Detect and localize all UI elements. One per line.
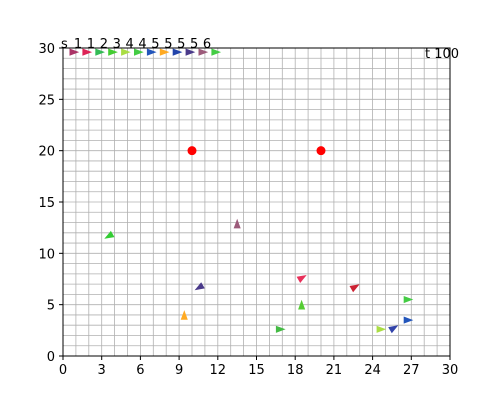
top-agent-marker xyxy=(69,48,80,56)
top-markers xyxy=(69,48,222,56)
top-agent-marker xyxy=(108,48,118,56)
x-tick-label: 12 xyxy=(210,363,227,378)
top-agent-marker xyxy=(159,48,170,56)
time-label: t 100 xyxy=(425,47,459,62)
top-label: 4 xyxy=(126,37,134,52)
grid xyxy=(62,47,451,357)
agent-marker xyxy=(376,325,387,333)
x-tick-label: 30 xyxy=(442,363,459,378)
agent-marker xyxy=(388,325,399,334)
agents xyxy=(104,218,414,334)
ticks: 0 3 6 9 12 15 18 21 24 27 30 0 5 10 15 20 25 30 xyxy=(38,42,458,378)
agent-marker xyxy=(403,296,414,304)
top-agent-marker xyxy=(95,48,105,56)
top-label: 6 xyxy=(203,37,211,52)
agent-marker xyxy=(180,310,188,320)
top-agent-marker xyxy=(134,48,144,56)
y-tick-label: 30 xyxy=(38,42,55,57)
y-tick-label: 25 xyxy=(38,93,55,108)
top-agent-marker xyxy=(198,48,209,56)
top-agent-marker xyxy=(172,48,183,56)
target-point xyxy=(187,146,197,156)
top-label: 5 xyxy=(164,37,172,52)
y-tick-label: 10 xyxy=(38,247,55,262)
top-label: 1 xyxy=(87,37,95,52)
top-label: 4 xyxy=(138,37,146,52)
top-agent-marker xyxy=(82,48,93,56)
x-tick-label: 9 xyxy=(175,363,183,378)
top-label: 3 xyxy=(113,37,121,52)
y-tick-label: 5 xyxy=(47,299,55,314)
agent-marker xyxy=(194,282,205,291)
agent-marker xyxy=(403,316,414,324)
agent-marker xyxy=(349,284,360,293)
top-agent-marker xyxy=(185,48,196,56)
agent-marker xyxy=(296,275,307,283)
x-tick-label: 15 xyxy=(248,363,265,378)
agent-marker xyxy=(104,230,115,239)
y-tick-label: 0 xyxy=(47,350,55,365)
top-label: 2 xyxy=(100,37,108,52)
agent-marker xyxy=(275,325,286,333)
top-agent-marker xyxy=(146,48,157,56)
target-point xyxy=(316,146,326,156)
top-label: 5 xyxy=(190,37,198,52)
x-tick-label: 0 xyxy=(59,363,67,378)
x-tick-label: 3 xyxy=(98,363,106,378)
top-label: s xyxy=(61,37,68,52)
x-tick-label: 6 xyxy=(136,363,144,378)
top-label: 5 xyxy=(151,37,159,52)
x-tick-label: 27 xyxy=(403,363,420,378)
y-tick-label: 15 xyxy=(38,196,55,211)
agent-marker xyxy=(233,218,241,229)
top-label: 1 xyxy=(74,37,82,52)
x-tick-label: 21 xyxy=(326,363,343,378)
x-tick-label: 18 xyxy=(287,363,304,378)
y-tick-label: 20 xyxy=(38,145,55,160)
top-agent-marker xyxy=(211,48,222,56)
targets xyxy=(187,146,326,156)
top-label: 5 xyxy=(177,37,185,52)
x-tick-label: 24 xyxy=(364,363,381,378)
agent-marker xyxy=(298,299,306,310)
top-agent-marker xyxy=(121,48,131,56)
